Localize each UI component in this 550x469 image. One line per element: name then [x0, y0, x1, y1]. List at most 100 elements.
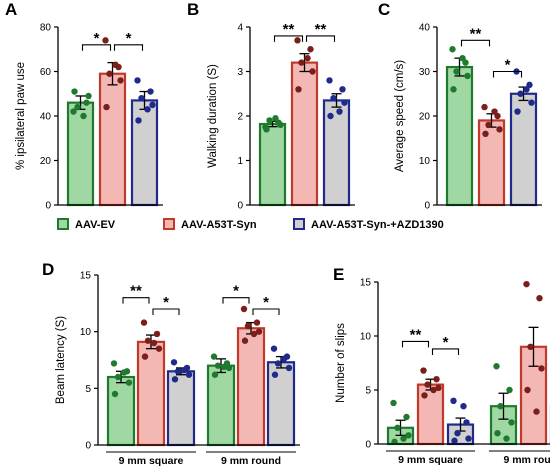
y-tick-label: 0 [237, 201, 243, 212]
data-point [453, 68, 460, 75]
data-point [294, 37, 301, 44]
bar-azd [166, 370, 196, 447]
y-tick-label: 5 [85, 384, 91, 395]
data-point [149, 101, 156, 109]
data-point [144, 337, 152, 344]
significance-label: ** [315, 21, 327, 38]
data-point [464, 72, 471, 80]
y-tick-label: 20 [40, 156, 52, 167]
significance-label: ** [470, 25, 482, 42]
data-point [390, 399, 397, 407]
data-point [523, 280, 530, 288]
data-point [103, 103, 110, 111]
y-tick-label: 0 [45, 201, 51, 212]
data-point [400, 435, 407, 442]
data-point [463, 419, 470, 426]
significance-bracket [305, 35, 336, 42]
data-point [405, 432, 412, 439]
significance-bracket [152, 308, 180, 315]
y-tick-label: 15 [360, 278, 372, 289]
data-point [336, 108, 343, 115]
data-point [214, 362, 222, 369]
group-label: 9 mm round [503, 454, 550, 466]
data-point [185, 371, 193, 378]
data-point [170, 359, 178, 366]
bar-a53t [416, 383, 445, 446]
significance-bracket [460, 39, 491, 47]
bar-ev [106, 375, 136, 447]
data-point [155, 345, 163, 352]
data-point [493, 363, 500, 370]
data-point [523, 86, 530, 93]
data-point [309, 68, 316, 75]
data-point [307, 46, 314, 53]
data-point [225, 364, 233, 372]
data-point [421, 392, 428, 399]
data-point [138, 95, 145, 102]
group-label: 9 mm round [221, 455, 281, 467]
y-axis-label: Beam latency (S) [55, 316, 67, 404]
data-point [271, 371, 279, 378]
data-point [481, 103, 488, 111]
data-point [211, 371, 219, 378]
y-tick-label: 3 [237, 67, 243, 78]
data-point [450, 397, 457, 404]
data-point [74, 103, 81, 111]
significance-label: * [233, 283, 239, 300]
data-point [153, 330, 161, 338]
significance-bracket [273, 35, 304, 42]
data-point [435, 384, 442, 392]
bar-azd [130, 99, 159, 207]
data-point [150, 339, 158, 347]
data-point [140, 319, 148, 326]
data-point [80, 112, 87, 120]
data-point [459, 54, 466, 62]
data-point [106, 70, 113, 77]
data-point [135, 117, 142, 124]
significance-bracket [122, 297, 150, 304]
data-point [420, 367, 427, 374]
data-point [171, 376, 179, 383]
legend-swatch-a53t [163, 218, 175, 230]
panel-e: E 0 5 10 15 Number of slips 9 mm square 9 mm ro… [333, 265, 550, 466]
data-point [244, 322, 252, 330]
data-point [503, 435, 510, 442]
data-point [449, 46, 456, 53]
data-point [274, 360, 282, 367]
significance-label: * [505, 57, 511, 74]
data-point [339, 86, 346, 93]
y-tick-label: 80 [40, 23, 52, 34]
significance-bracket [81, 44, 112, 51]
data-point [403, 413, 410, 421]
data-point [83, 99, 90, 106]
bar-a53t [290, 61, 319, 207]
data-point [536, 295, 543, 302]
panel-a: A 0 20 40 60 80 % ipsilateral paw use * * [5, 0, 163, 212]
legend-swatch-ev [57, 218, 69, 230]
data-point [277, 121, 284, 129]
data-point [266, 117, 273, 124]
data-point [71, 88, 78, 95]
bar-ev [206, 364, 236, 447]
y-axis-label: Walking duration (S) [207, 64, 219, 168]
data-point [253, 319, 261, 326]
y-tick-label: 10 [360, 332, 372, 343]
legend-label-a53t: AAV-A53T-Syn [181, 219, 257, 231]
data-point [533, 408, 540, 415]
panel-letter: B [187, 0, 199, 19]
data-point [465, 435, 472, 442]
data-point [524, 386, 531, 394]
y-tick-label: 2 [237, 112, 243, 123]
data-point [85, 92, 92, 100]
data-point [304, 54, 311, 62]
data-point [491, 108, 498, 115]
data-point [120, 369, 128, 376]
data-point [517, 90, 524, 97]
data-point [111, 390, 119, 398]
data-point [494, 430, 501, 437]
bar-a53t [98, 72, 127, 207]
legend: AAV-EV AAV-A53T-Syn AAV-A53T-Syn-+AZD1390 [57, 218, 444, 231]
data-point [117, 77, 124, 84]
group-label: 9 mm square [119, 455, 184, 467]
data-point [263, 126, 270, 133]
